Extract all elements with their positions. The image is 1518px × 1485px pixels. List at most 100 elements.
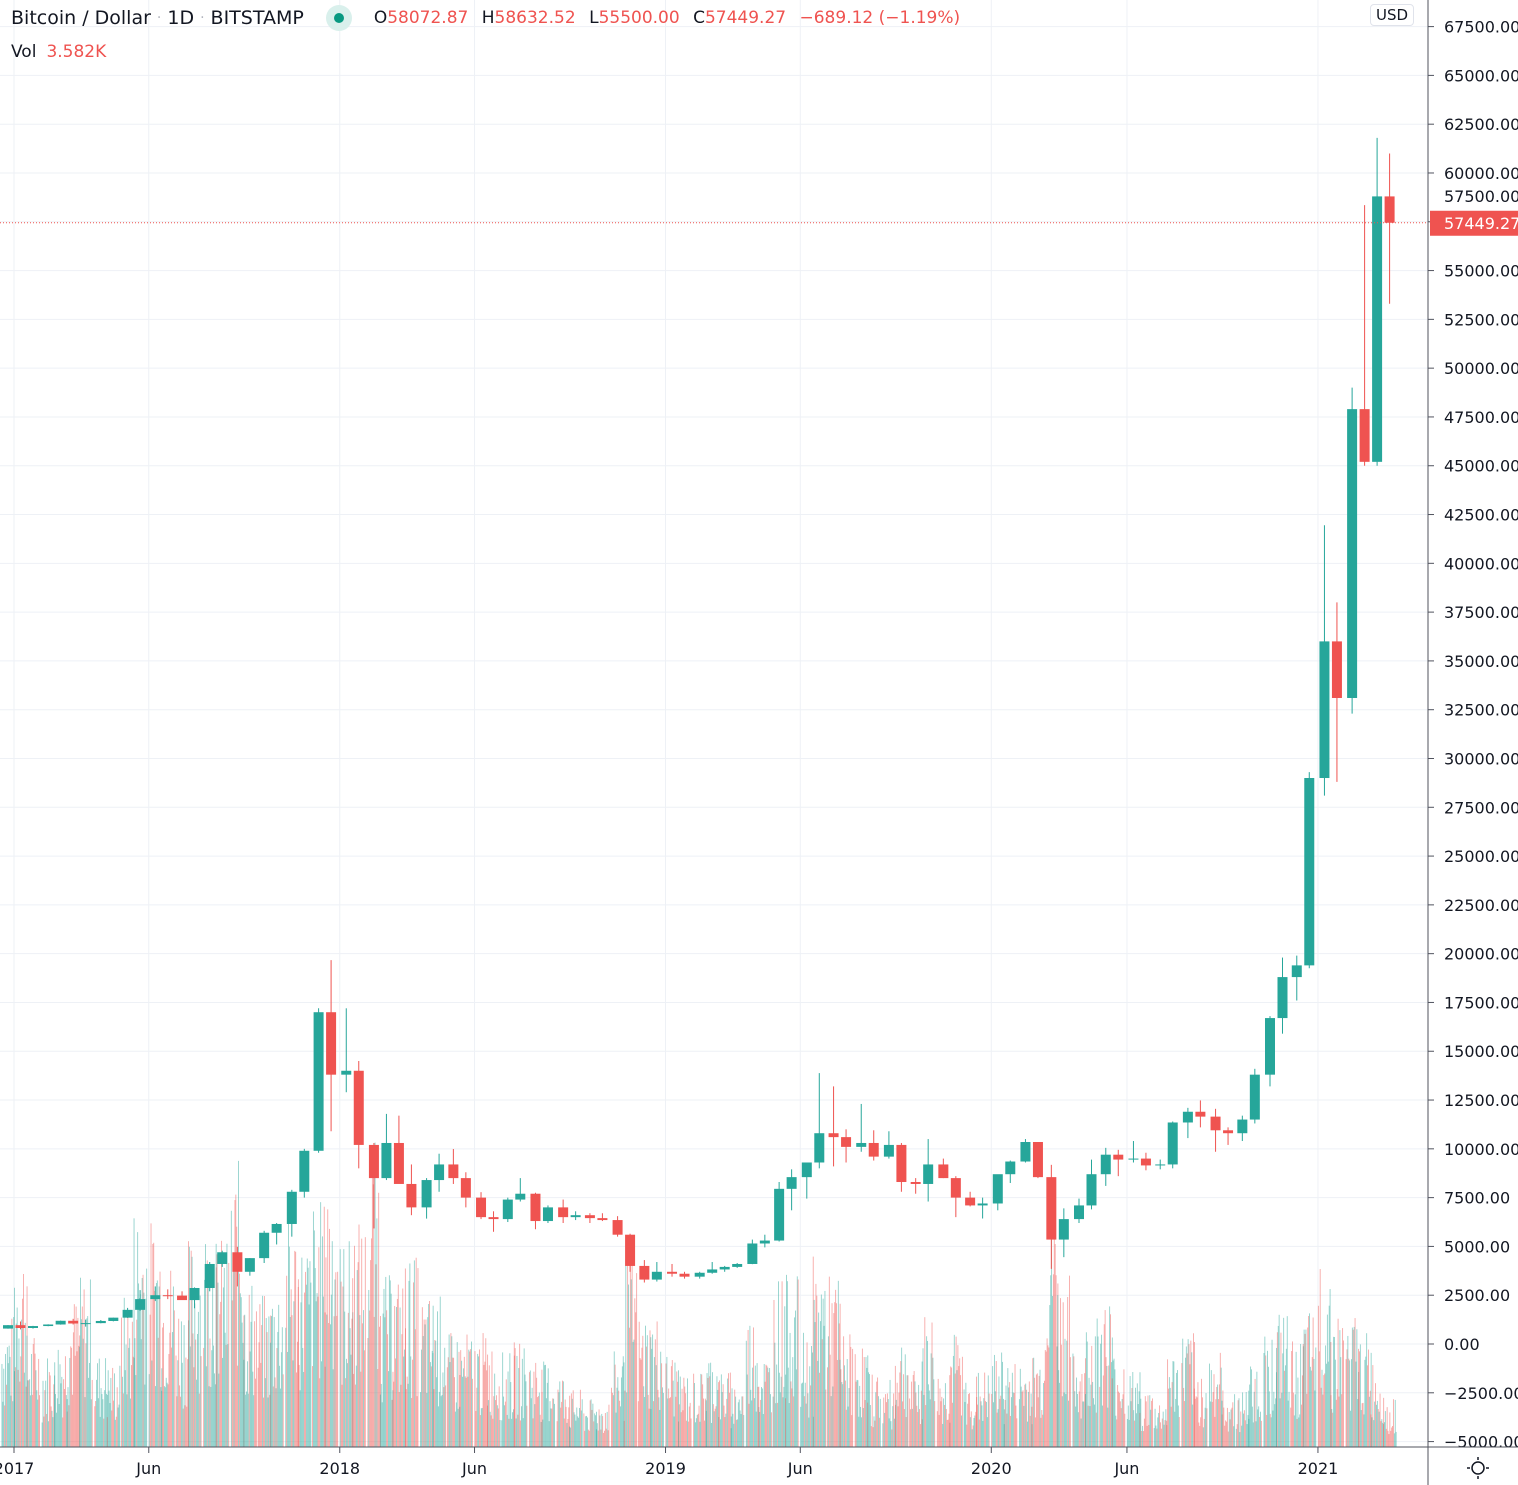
volume-bar: [854, 1354, 856, 1447]
volume-bar: [1168, 1388, 1169, 1447]
volume-bar: [699, 1421, 701, 1447]
candle-body: [1210, 1116, 1221, 1131]
volume-bar: [993, 1354, 995, 1447]
volume-bar: [130, 1398, 131, 1447]
volume-bar: [618, 1390, 620, 1447]
interval[interactable]: 1D: [167, 7, 195, 29]
y-tick-label: 17500.00: [1444, 993, 1518, 1012]
settings-sun-icon[interactable]: [1466, 1456, 1490, 1480]
volume-bar: [221, 1240, 223, 1447]
volume-bar: [722, 1384, 724, 1447]
volume-bar: [1195, 1396, 1197, 1447]
volume-bar: [736, 1419, 737, 1447]
volume-bar: [502, 1352, 504, 1447]
volume-bar: [349, 1328, 351, 1447]
volume-bar: [545, 1364, 546, 1447]
volume-bar: [53, 1384, 55, 1447]
volume-bar: [1310, 1370, 1312, 1447]
volume-bar: [1222, 1390, 1224, 1447]
volume-bar: [704, 1398, 706, 1447]
volume-bar: [871, 1374, 873, 1447]
volume-bar: [1141, 1430, 1143, 1447]
volume-bar: [552, 1398, 554, 1447]
volume-bar: [286, 1275, 288, 1447]
volume-bar: [51, 1410, 53, 1447]
exchange: BITSTAMP: [210, 7, 304, 29]
volume-bar: [1108, 1365, 1110, 1447]
volume-bar: [920, 1390, 922, 1447]
volume-bar: [119, 1365, 121, 1447]
volume-bar: [203, 1347, 205, 1447]
volume-bar: [1127, 1405, 1129, 1447]
volume-bar: [876, 1381, 878, 1447]
volume-bar: [475, 1410, 477, 1447]
volume-bar: [1373, 1420, 1375, 1447]
volume-bar: [9, 1356, 11, 1447]
volume-bar: [1075, 1406, 1077, 1447]
volume-bar: [1118, 1392, 1120, 1447]
volume-bar: [275, 1388, 277, 1447]
volume-bar: [845, 1409, 847, 1447]
volume-bar: [156, 1280, 158, 1447]
volume-bar: [355, 1365, 357, 1447]
volume-bar: [719, 1419, 721, 1447]
volume-bar: [1218, 1399, 1219, 1447]
y-tick-label: 67500.00: [1444, 18, 1518, 37]
volume-bar: [666, 1356, 668, 1447]
volume-bar: [753, 1327, 754, 1447]
volume-bar: [600, 1429, 602, 1447]
volume-bar: [467, 1376, 469, 1447]
volume-bar: [1243, 1410, 1245, 1447]
volume-bar: [665, 1363, 667, 1447]
symbol-name[interactable]: Bitcoin / Dollar: [11, 7, 151, 29]
candle-body: [1086, 1174, 1097, 1206]
volume-bar: [595, 1429, 597, 1447]
volume-bar: [707, 1377, 709, 1447]
volume-bar: [795, 1369, 797, 1447]
volume-bar: [492, 1418, 494, 1447]
volume-bar: [852, 1348, 854, 1447]
volume-bar: [542, 1419, 544, 1447]
volume-bar: [188, 1246, 190, 1447]
volume-bar: [390, 1293, 392, 1447]
volume-bar: [715, 1406, 717, 1447]
volume-bar: [6, 1384, 7, 1447]
volume-bar: [173, 1310, 175, 1447]
volume-bar: [47, 1358, 48, 1447]
volume-bar: [588, 1430, 590, 1447]
volume-bar: [212, 1283, 214, 1447]
volume-bar: [403, 1356, 405, 1447]
candle-body: [27, 1326, 38, 1328]
volume-bar: [146, 1268, 148, 1447]
volume-bar: [1114, 1369, 1116, 1447]
volume-bar: [1325, 1345, 1327, 1447]
volume-bar: [414, 1329, 416, 1447]
volume-bar: [79, 1346, 81, 1447]
volume-label: Vol: [11, 42, 37, 62]
volume-bar: [25, 1386, 27, 1447]
candle-body: [80, 1323, 91, 1325]
candle-body: [1128, 1158, 1139, 1160]
volume-bar: [22, 1298, 23, 1447]
volume-bar: [860, 1406, 862, 1447]
volume-bar: [923, 1394, 925, 1447]
volume-bar: [224, 1332, 226, 1447]
volume-bar: [669, 1398, 671, 1447]
volume-bar: [103, 1418, 105, 1447]
volume-bar: [529, 1370, 531, 1447]
candle-body: [1005, 1161, 1016, 1175]
volume-bar: [228, 1262, 230, 1447]
volume-bar: [980, 1401, 982, 1447]
volume-bar: [964, 1401, 966, 1447]
volume-bar: [123, 1297, 125, 1447]
volume-bar: [199, 1295, 201, 1447]
volume-bar: [1245, 1392, 1247, 1447]
market-status-icon[interactable]: [325, 5, 352, 31]
currency-button[interactable]: USD: [1370, 4, 1415, 26]
volume-bar: [417, 1268, 419, 1447]
volume-bar: [1263, 1352, 1265, 1447]
volume-bar: [677, 1381, 679, 1447]
volume-bar: [724, 1417, 726, 1447]
x-tick-label: 2021: [1298, 1459, 1339, 1478]
